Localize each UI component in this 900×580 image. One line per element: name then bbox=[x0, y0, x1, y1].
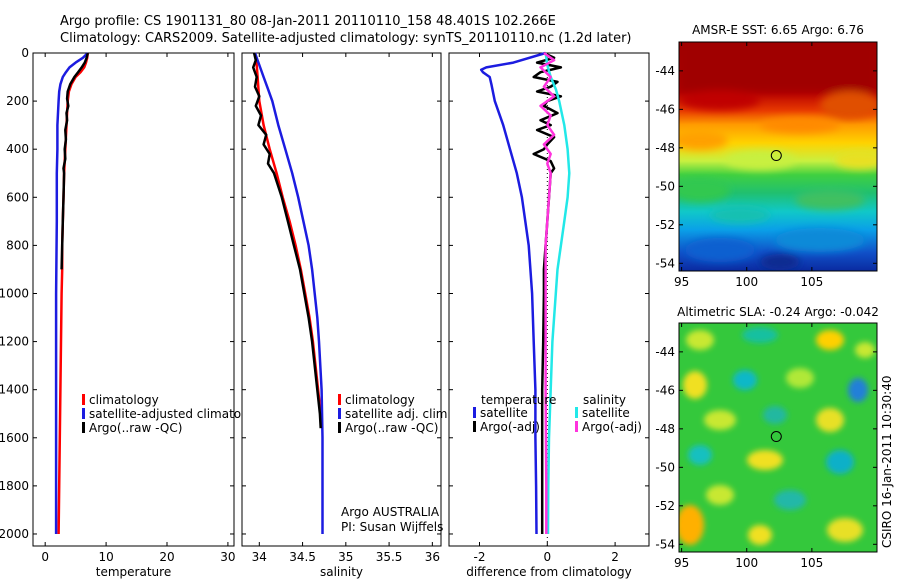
legend-title-salinity: salinity bbox=[583, 393, 626, 407]
legend-label: Argo(-adj) bbox=[480, 420, 540, 434]
depth-tick-label: 800 bbox=[6, 238, 29, 252]
difference-series-temperature-argo bbox=[532, 51, 563, 534]
map-ytick-label: -50 bbox=[655, 179, 675, 193]
temperature-xlabel: temperature bbox=[96, 565, 171, 579]
depth-tick-label: 600 bbox=[6, 190, 29, 204]
argo-institution-label: Argo AUSTRALIA bbox=[341, 505, 440, 519]
map-ytick-label: -46 bbox=[655, 102, 675, 116]
legend-label: satellite-adjusted climatolo( bbox=[89, 407, 257, 421]
map-ytick-label: -52 bbox=[655, 499, 675, 513]
temperature-series-argo bbox=[60, 52, 90, 270]
temperature-xtick-label: 30 bbox=[220, 550, 235, 564]
legend-swatch bbox=[82, 394, 85, 405]
legend-title-temperature: temperature bbox=[481, 393, 556, 407]
depth-tick-label: 1400 bbox=[0, 383, 29, 397]
map-xtick-label: 105 bbox=[800, 275, 823, 289]
salinity-series-argo bbox=[251, 52, 322, 429]
salinity-xlabel: salinity bbox=[320, 565, 363, 579]
sst-map-field bbox=[679, 42, 877, 271]
legend-swatch bbox=[338, 408, 341, 419]
map-xtick-label: 95 bbox=[674, 556, 689, 570]
depth-tick-label: 400 bbox=[6, 142, 29, 156]
temperature-xtick-label: 10 bbox=[98, 550, 113, 564]
map-ytick-label: -44 bbox=[655, 345, 675, 359]
difference-xtick-label: 0 bbox=[543, 550, 551, 564]
difference-xtick-label: 2 bbox=[611, 550, 619, 564]
salinity-series-satellite bbox=[253, 52, 324, 534]
map-ytick-label: -54 bbox=[655, 537, 675, 551]
map-ytick-label: -52 bbox=[655, 218, 675, 232]
difference-xtick-label: -2 bbox=[474, 550, 486, 564]
temperature-xtick-label: 0 bbox=[41, 550, 49, 564]
argo-location-marker bbox=[770, 431, 782, 443]
salinity-xtick-label: 36 bbox=[425, 550, 440, 564]
map-ytick-label: -44 bbox=[655, 64, 675, 78]
map-ytick-label: -48 bbox=[655, 422, 675, 436]
map-ytick-label: -50 bbox=[655, 460, 675, 474]
map-ytick-label: -54 bbox=[655, 256, 675, 270]
header-line-2: Climatology: CARS2009. Satellite-adjuste… bbox=[60, 31, 632, 46]
salinity-xtick-label: 35 bbox=[338, 550, 353, 564]
difference-xlabel: difference from climatology bbox=[466, 565, 632, 579]
legend-swatch bbox=[575, 421, 578, 432]
legend-swatch bbox=[473, 421, 476, 432]
map-xtick-label: 95 bbox=[674, 275, 689, 289]
difference-series-salinity-argo bbox=[539, 51, 556, 534]
argo-location-marker bbox=[770, 150, 782, 162]
map-xtick-label: 100 bbox=[735, 556, 758, 570]
legend-label: Argo(..raw -QC) bbox=[345, 421, 438, 435]
legend-swatch bbox=[338, 422, 341, 433]
salinity-xtick-label: 34.5 bbox=[289, 550, 316, 564]
legend-swatch bbox=[82, 422, 85, 433]
sla-map-frame bbox=[678, 322, 878, 553]
header-line-1: Argo profile: CS 1901131_80 08-Jan-2011 … bbox=[60, 14, 556, 29]
map-xtick-label: 100 bbox=[735, 275, 758, 289]
legend-label: Argo(..raw -QC) bbox=[89, 421, 182, 435]
difference-series-temperature-satellite bbox=[479, 51, 546, 535]
depth-tick-label: 200 bbox=[6, 94, 29, 108]
temperature-frame bbox=[32, 52, 235, 547]
depth-tick-label: 1000 bbox=[0, 286, 29, 300]
temperature-xtick-label: 20 bbox=[159, 550, 174, 564]
map-xtick-label: 105 bbox=[800, 556, 823, 570]
legend-swatch bbox=[473, 407, 476, 418]
salinity-xtick-label: 35.5 bbox=[376, 550, 403, 564]
sla-map-field bbox=[679, 323, 877, 552]
legend-label: climatology bbox=[89, 393, 159, 407]
timestamp-footer: CSIRO 16-Jan-2011 10:30:40 bbox=[880, 376, 894, 548]
temperature-panel: 0 200 400 600 800 1000 1200 1400 1600 1800 2000 0 10… bbox=[0, 46, 257, 579]
temperature-series-satellite bbox=[54, 52, 89, 534]
legend-label: satellite bbox=[480, 406, 528, 420]
depth-tick-label: 1200 bbox=[0, 335, 29, 349]
argo-pi-label: PI: Susan Wijffels bbox=[341, 520, 443, 534]
depth-tick-label: 0 bbox=[21, 46, 29, 60]
salinity-xtick-label: 34 bbox=[252, 550, 267, 564]
depth-tick-label: 2000 bbox=[0, 527, 29, 541]
legend-swatch bbox=[575, 407, 578, 418]
legend-label: satellite adj. clim. bbox=[345, 407, 451, 421]
sla-map-axes: 95 100 105 -44 -46 -48 -50 -52 -54 bbox=[655, 323, 877, 570]
legend-swatch bbox=[82, 408, 85, 419]
salinity-frame bbox=[241, 52, 442, 547]
legend-label: climatology bbox=[345, 393, 415, 407]
map-ytick-label: -46 bbox=[655, 383, 675, 397]
sst-map-axes: 95 100 105 -44 -46 -48 -50 -52 -54 bbox=[655, 42, 877, 289]
sla-map-title: Altimetric SLA: -0.24 Argo: -0.042 bbox=[677, 305, 879, 319]
depth-tick-label: 1600 bbox=[0, 431, 29, 445]
difference-series-salinity-satellite bbox=[544, 52, 571, 535]
map-ytick-label: -48 bbox=[655, 141, 675, 155]
sst-map-title: AMSR-E SST: 6.65 Argo: 6.76 bbox=[692, 23, 864, 37]
legend-label: satellite bbox=[582, 406, 630, 420]
sst-map-frame bbox=[678, 41, 878, 272]
salinity-panel: 34 34.5 35 35.5 36 salinity climatologysatelli… bbox=[241, 52, 451, 579]
legend-label: Argo(-adj) bbox=[582, 420, 642, 434]
depth-tick-label: 1800 bbox=[0, 479, 29, 493]
legend-swatch bbox=[338, 394, 341, 405]
